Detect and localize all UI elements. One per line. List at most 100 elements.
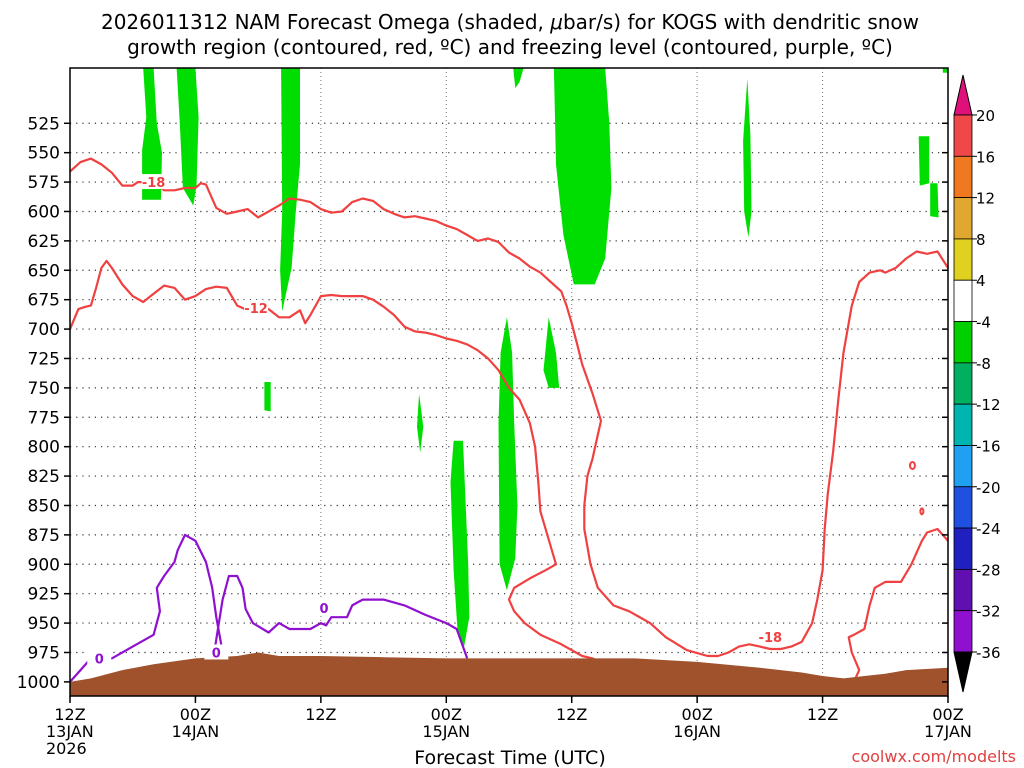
contour-label-3: 0 [95,652,104,667]
colorbar-band-6 [953,362,973,405]
colorbar-band-7 [953,403,973,446]
contour-line-2 [68,259,604,666]
chart-title-line2: growth region (contoured, red, ºC) and f… [127,35,893,59]
contour-label-bg-3 [87,650,112,666]
colorbar-band-0 [953,114,973,157]
omega-region-3 [513,68,524,88]
omega-region-13 [543,317,560,388]
omega-region-10 [417,393,424,453]
colorbar-band-4 [953,279,973,322]
y-tick-label-850: 850 [28,496,60,516]
colorbar-band-9 [953,486,973,529]
watermark: coolwx.com/modelts [852,747,1016,766]
omega-region-4 [553,68,612,285]
x-tick-label-0-2: 2026 [46,739,87,758]
contour-label-2: -18 [759,631,783,646]
omega-region-9 [264,382,271,412]
y-tick-label-575: 575 [28,173,60,193]
colorbar-label-5: -4 [976,314,991,332]
contour-line-3 [847,527,949,683]
colorbar-label-2: 12 [976,190,995,208]
omega-region-12 [498,317,518,591]
colorbar-bottom-arrow [953,651,973,693]
colorbar-label-6: -8 [976,355,991,373]
colorbar-label-0: 20 [976,107,995,125]
colorbar-label-13: -36 [976,644,1001,662]
y-tick-label-550: 550 [28,144,60,164]
colorbar-label-8: -16 [976,437,1001,455]
contour-line-4 [69,533,469,683]
colorbar-label-7: -12 [976,396,1001,414]
x-axis-label: Forecast Time (UTC) [414,747,605,768]
contour-blob-1 [919,507,925,516]
omega-region-6 [918,136,930,186]
x-tick-label-4-0: 12Z [556,705,587,724]
colorbar-band-11 [953,568,973,612]
chart-title-line1: 2026011312 NAM Forecast Omega (shaded, μ… [101,10,919,34]
y-tick-label-925: 925 [28,585,60,605]
contour-label-bg-0 [141,174,166,190]
colorbar-label-12: -32 [976,603,1001,621]
colorbar-band-2 [953,197,973,240]
colorbar-band-5 [953,321,973,364]
plot-frame [69,67,949,697]
x-tick-label-1-0: 00Z [180,705,211,724]
omega-region-1 [176,68,199,206]
contour-label-bg-1 [244,299,269,315]
y-tick-label-750: 750 [28,379,60,399]
colorbar-band-8 [953,445,973,488]
x-tick-label-7-0: 00Z [932,705,963,724]
colorbar-label-9: -20 [976,479,1001,497]
y-tick-label-975: 975 [28,643,60,663]
colorbar-label-4: 4 [976,272,986,290]
x-tick-label-2-0: 12Z [305,705,336,724]
x-tick-label-1-1: 14JAN [172,722,220,741]
y-tick-label-675: 675 [28,291,60,311]
plot-area: -18 -12 -18 0 0 0 [68,68,949,696]
x-tick-label-0-1: 13JAN [46,722,94,741]
y-tick-label-875: 875 [28,526,60,546]
y-tick-label-600: 600 [28,202,60,222]
colorbar-label-10: -24 [976,520,1001,538]
x-tick-label-7-1: 17JAN [924,722,972,741]
x-tick-label-5-1: 16JAN [673,722,721,741]
y-tick-label-800: 800 [28,438,60,458]
y-tick-label-725: 725 [28,349,60,369]
colorbar-band-10 [953,527,973,570]
terrain-fill [70,652,948,696]
x-tick-label-6-0: 12Z [807,705,838,724]
omega-region-7 [930,183,939,218]
contour-label-5: 0 [319,602,328,617]
omega-region-0 [142,68,162,200]
x-tick-label-3-1: 15JAN [422,722,470,741]
colorbar-label-3: 8 [976,231,986,249]
y-tick-label-525: 525 [28,114,60,134]
contour-label-0: -18 [142,176,166,191]
contour-label-bg-5 [311,599,336,615]
omega-region-8 [942,68,948,73]
colorbar-band-3 [953,238,973,281]
x-tick-label-5-0: 00Z [681,705,712,724]
contour-label-4: 0 [212,646,221,661]
contour-label-1: -12 [244,302,268,317]
contour-line-1 [69,157,949,658]
colorbar-band-1 [953,155,973,199]
y-tick-label-700: 700 [28,320,60,340]
colorbar: 20 16 12 8 4 -4 -8 -12 -16 -20 -24 -28 -32 -36 [953,74,1001,693]
x-tick-label-0-0: 12Z [54,705,85,724]
y-tick-label-625: 625 [28,232,60,252]
contour-blob-0 [908,460,916,470]
contour-label-bg-2 [758,629,783,645]
omega-region-2 [280,68,300,312]
y-tick-label-950: 950 [28,614,60,634]
colorbar-label-1: 16 [976,148,995,166]
colorbar-label-11: -28 [976,561,1001,579]
y-tick-label-775: 775 [28,408,60,428]
axes: 525 550 575 600 625 650 675 700 725 750 775 800 825 8… [17,67,972,758]
omega-region-5 [743,78,752,238]
x-tick-label-3-0: 00Z [431,705,462,724]
y-tick-label-1000: 1000 [17,673,60,693]
y-tick-label-650: 650 [28,261,60,281]
y-tick-label-825: 825 [28,467,60,487]
